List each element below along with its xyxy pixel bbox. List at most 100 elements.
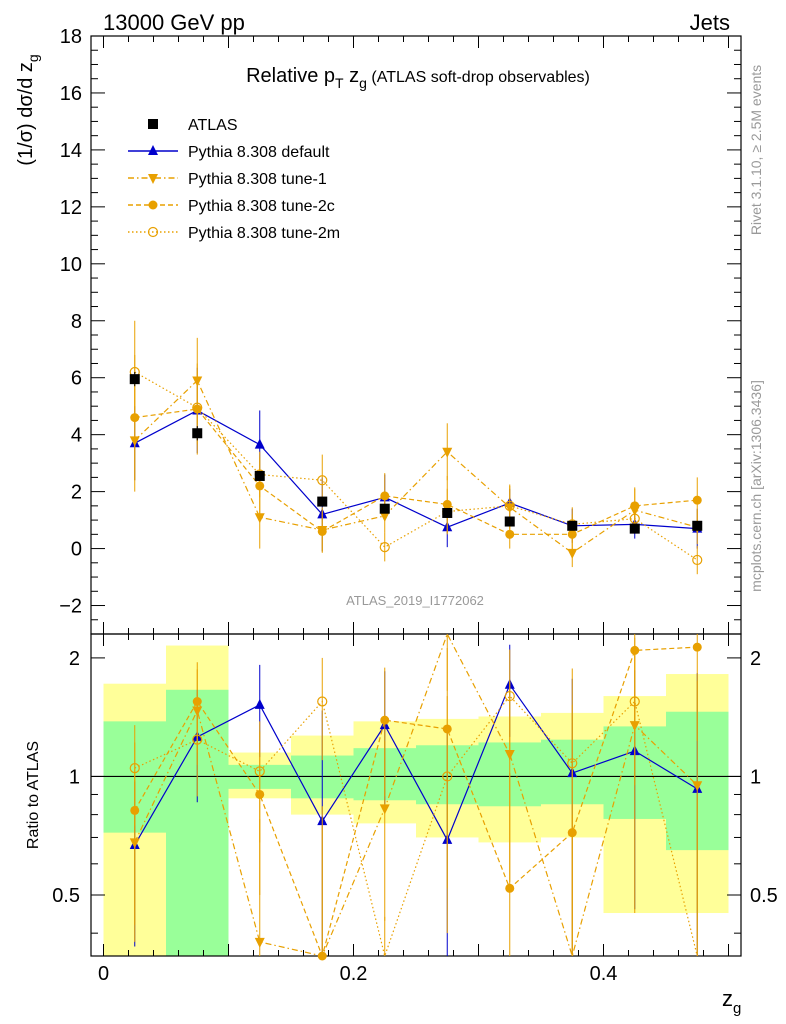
series-layer	[129, 320, 703, 575]
legend-marker	[148, 174, 158, 184]
legend-label: Pythia 8.308 tune-1	[188, 171, 327, 188]
ratio-panel-frame	[90, 633, 742, 957]
data-point	[504, 516, 515, 527]
ratio-tick-label: 1	[69, 766, 80, 788]
x-tick-label: 0.2	[340, 963, 368, 985]
legend-entry: Pythia 8.308 tune-2c	[128, 198, 335, 215]
header-left: 13000 GeV pp	[103, 10, 245, 35]
ratio-point	[317, 951, 327, 961]
y-tick-label: 8	[71, 311, 82, 333]
ratio-point	[692, 781, 703, 792]
y-tick-label: 4	[71, 425, 82, 447]
legend-entry: Pythia 8.308 tune-2m	[128, 225, 340, 242]
data-point	[692, 520, 703, 531]
series-1	[129, 337, 703, 568]
series-point	[254, 438, 265, 449]
data-point	[254, 470, 265, 481]
ratio-layer	[129, 632, 703, 961]
ratio-point	[254, 698, 265, 709]
y-tick-label: 2	[71, 482, 82, 504]
y-tick-label: 16	[60, 83, 82, 105]
ratio-line	[134, 683, 698, 846]
series-3	[129, 320, 703, 575]
data-point	[192, 428, 203, 439]
legend-label: Pythia 8.308 tune-2m	[188, 225, 340, 242]
ratio-point	[192, 734, 203, 745]
series-line	[134, 408, 698, 535]
series-point	[442, 447, 453, 458]
ratio-point	[629, 696, 640, 707]
legend-label: ATLAS	[188, 117, 238, 134]
legend-marker	[148, 145, 158, 155]
legend-entry: Pythia 8.308 default	[128, 144, 330, 161]
y-tick-label: 0	[71, 539, 82, 561]
data-point	[567, 520, 578, 531]
ratio-tick-label: 2	[750, 648, 761, 670]
legend-marker	[148, 119, 158, 129]
data-point	[379, 503, 390, 514]
legend-label: Pythia 8.308 tune-2c	[188, 198, 335, 215]
y-tick-label: 18	[60, 26, 82, 48]
data-point	[129, 374, 140, 385]
ratio-series-3	[129, 645, 698, 959]
ratio-line	[134, 632, 698, 959]
series-point	[317, 475, 328, 486]
y-tick-label: 14	[60, 140, 82, 162]
series-point	[692, 495, 702, 505]
series-line	[134, 409, 698, 530]
x-axis-label: zg	[722, 986, 741, 1017]
series-point	[380, 491, 390, 501]
analysis-label: ATLAS_2019_I1772062	[346, 593, 484, 608]
ratio-point	[442, 771, 453, 782]
ratio-point	[254, 937, 265, 948]
rivet-label: Rivet 3.1.10, ≥ 2.5M events	[748, 65, 764, 235]
ratio-point	[254, 766, 265, 777]
legend-marker	[147, 226, 159, 238]
legend-entry: ATLAS	[148, 117, 238, 134]
y-tick-label: 10	[60, 254, 82, 276]
ratio-point	[129, 763, 140, 774]
ratio-tick-label: 2	[69, 648, 80, 670]
ratio-point	[380, 715, 390, 725]
legend: ATLAS Pythia 8.308 default Pythia 8.308 tu…	[128, 117, 340, 242]
series-point	[692, 554, 703, 566]
series-point	[254, 513, 265, 524]
series-point	[505, 529, 515, 539]
ratio-tick-label: 1	[750, 766, 761, 788]
ratio-point	[317, 696, 328, 707]
mcplots-label: mcplots.cern.ch [arXiv:1306.3436]	[748, 380, 764, 592]
series-point	[317, 526, 327, 536]
series-point	[379, 542, 390, 553]
x-tick-label: 0	[98, 963, 109, 985]
y-axis-label: (1/σ) dσ/d zg	[15, 54, 41, 165]
data-point	[317, 496, 328, 507]
ratio-point	[504, 690, 515, 702]
y-tick-label: 12	[60, 197, 82, 219]
series-0	[129, 367, 703, 552]
ratio-tick-label: 0.5	[750, 885, 778, 907]
series-line	[134, 379, 698, 554]
ratio-y-axis-label: Ratio to ATLAS	[25, 741, 42, 849]
legend-entry: Pythia 8.308 tune-1	[128, 171, 327, 188]
series-point	[504, 500, 515, 511]
ratio-tick-label: 0.5	[52, 885, 80, 907]
data-point	[442, 507, 453, 518]
data-series	[129, 372, 703, 534]
ratio-point	[567, 758, 578, 769]
series-line	[134, 371, 698, 561]
legend-marker	[148, 200, 158, 210]
y-tick-label: −2	[59, 596, 82, 618]
chart-title: Relative pT zg (ATLAS soft-drop observab…	[246, 65, 590, 91]
data-point	[629, 523, 640, 534]
x-tick-label: 0.4	[590, 963, 618, 985]
ratio-point	[505, 883, 515, 893]
ratio-point	[692, 642, 702, 652]
ratio-point	[379, 804, 390, 815]
header-right: Jets	[690, 10, 730, 35]
y-tick-label: 6	[71, 368, 82, 390]
series-point	[629, 513, 640, 524]
series-point	[192, 402, 203, 413]
legend-label: Pythia 8.308 default	[188, 144, 330, 161]
